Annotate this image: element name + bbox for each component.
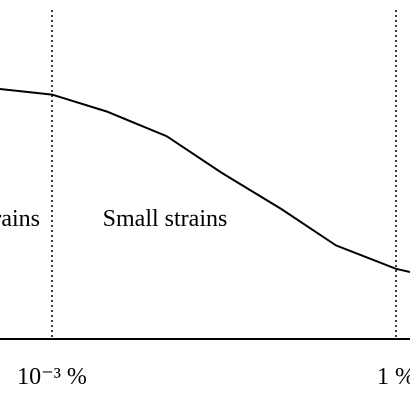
stiffness-curve — [0, 87, 410, 273]
tick-label-1-percent: 1 % — [377, 364, 410, 390]
region-label-small-strains: Small strains — [103, 206, 228, 232]
tick-label-1e-3-percent: 10⁻³ % — [17, 364, 87, 390]
region-label-very-small-strains: Very small strains — [0, 206, 40, 232]
